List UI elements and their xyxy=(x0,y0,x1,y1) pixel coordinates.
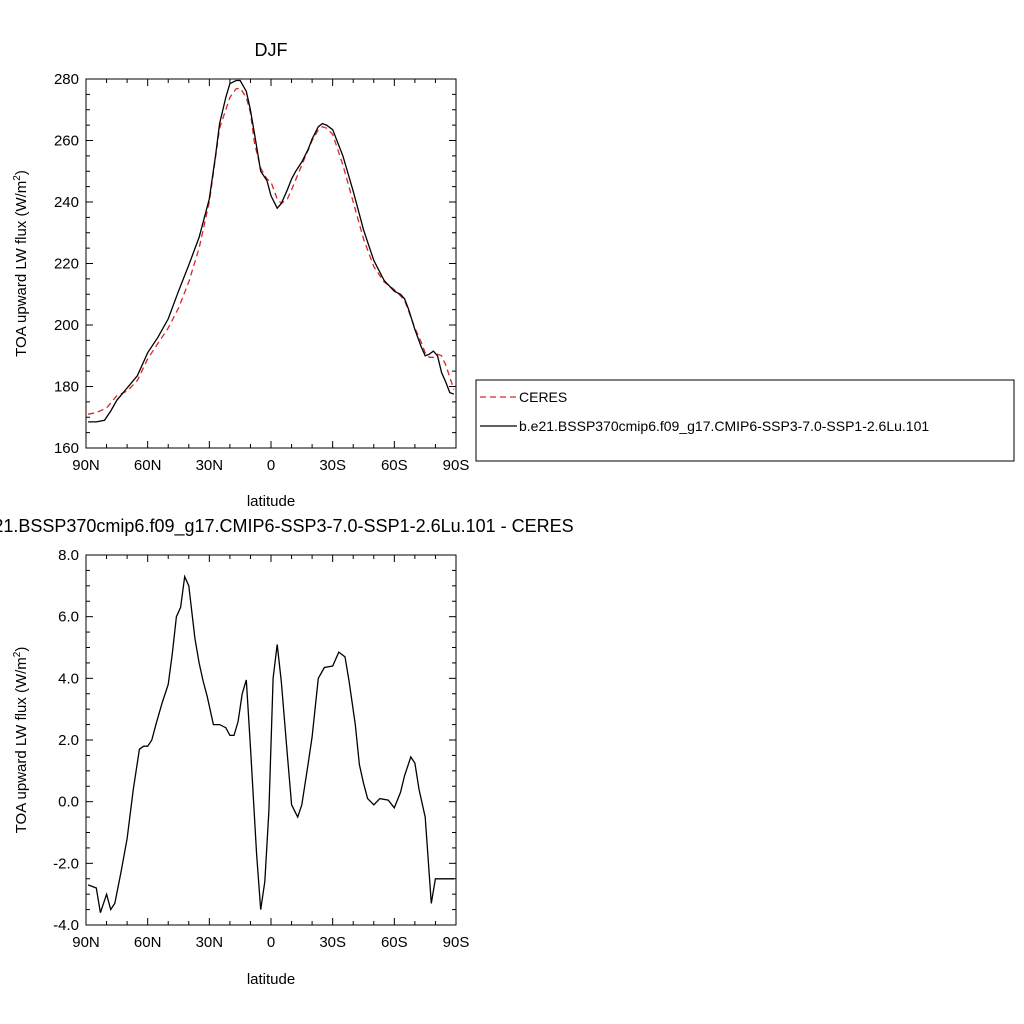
y-tick-label: 280 xyxy=(54,71,79,88)
y-tick-label: 2.0 xyxy=(58,732,79,749)
y-tick-label: 260 xyxy=(54,133,79,150)
legend-box xyxy=(475,379,1015,462)
x-tick-label: 90N xyxy=(72,934,100,951)
chart-title: DJF xyxy=(255,40,288,60)
series-line xyxy=(87,87,455,415)
x-tick-label: 30N xyxy=(196,457,224,474)
y-tick-label: 0.0 xyxy=(58,794,79,811)
x-tick-label: 30S xyxy=(319,457,346,474)
x-axis-label: latitude xyxy=(247,971,295,988)
x-tick-label: 90S xyxy=(443,934,470,951)
y-axis-label: TOA upward LW flux (W/m2) xyxy=(12,647,30,834)
x-tick-label: 30N xyxy=(196,934,224,951)
panel-bottom: b.e21.BSSP370cmip6.f09_g17.CMIP6-SSP3-7.… xyxy=(0,516,574,988)
y-tick-label: 220 xyxy=(54,256,79,273)
y-tick-label: 160 xyxy=(54,440,79,457)
x-tick-label: 60S xyxy=(381,457,408,474)
y-tick-label: 8.0 xyxy=(58,547,79,564)
plot-frame xyxy=(85,78,457,449)
y-tick-label: 200 xyxy=(54,317,79,334)
y-tick-label: 4.0 xyxy=(58,670,79,687)
axis-ticks: 90N 60N 30N 0 30S 60S 90S 160 180 200 220 240 260 280 xyxy=(54,71,469,474)
series-line xyxy=(88,79,455,423)
series-group xyxy=(87,79,455,423)
y-tick-label: 6.0 xyxy=(58,609,79,626)
y-axis-label: TOA upward LW flux (W/m2) xyxy=(12,170,30,357)
x-tick-label: 60S xyxy=(381,934,408,951)
x-tick-label: 90N xyxy=(72,457,100,474)
y-tick-label: 180 xyxy=(54,379,79,396)
x-tick-label: 0 xyxy=(267,457,275,474)
x-tick-label: 60N xyxy=(134,457,162,474)
y-tick-label: -2.0 xyxy=(53,855,79,872)
chart-title: b.e21.BSSP370cmip6.f09_g17.CMIP6-SSP3-7.… xyxy=(0,516,574,537)
legend-label: CERES xyxy=(519,389,567,405)
series-group xyxy=(87,574,454,913)
y-tick-label: 240 xyxy=(54,194,79,211)
x-tick-label: 90S xyxy=(443,457,470,474)
x-axis-label: latitude xyxy=(247,493,295,510)
legend: CERES b.e21.BSSP370cmip6.f09_g17.CMIP6-SS… xyxy=(475,379,1015,462)
y-tick-label: -4.0 xyxy=(53,917,79,934)
legend-label: b.e21.BSSP370cmip6.f09_g17.CMIP6-SSP3-7.… xyxy=(519,418,929,434)
panel-top: DJF 90N 60N 30N 0 30S 60S 90S 160 180 200 220 240 26… xyxy=(12,40,1015,510)
x-tick-label: 60N xyxy=(134,934,162,951)
series-line xyxy=(87,574,454,913)
x-tick-label: 30S xyxy=(319,934,346,951)
x-tick-label: 0 xyxy=(267,934,275,951)
axis-ticks: 90N 60N 30N 0 30S 60S 90S -4.0 -2.0 0.0 2.0 4.0 6.0 8… xyxy=(53,547,469,951)
